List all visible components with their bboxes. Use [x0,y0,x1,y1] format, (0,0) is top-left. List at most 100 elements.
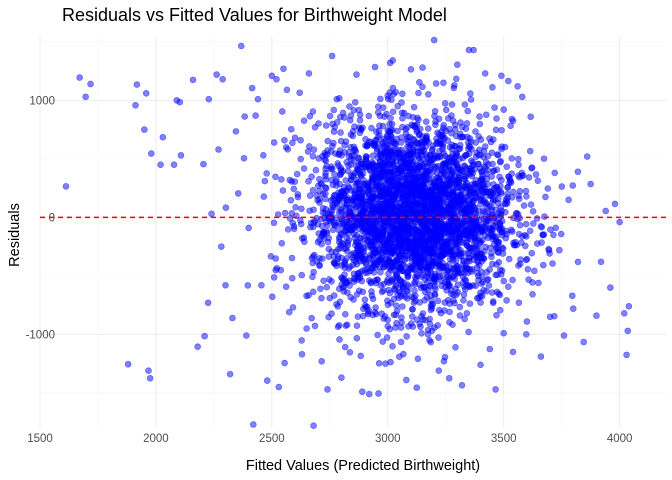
data-point [318,222,326,230]
data-point [550,231,557,239]
data-point [346,116,354,124]
data-point [310,146,318,153]
data-point [316,261,323,269]
data-point [456,130,464,138]
data-point [272,173,279,181]
data-point [278,176,285,183]
data-point [283,86,291,94]
data-point [528,164,536,171]
data-point [334,303,342,310]
data-point [296,89,303,97]
data-point [335,322,343,329]
data-point [416,174,423,181]
data-point [219,76,226,83]
data-point [303,325,310,332]
data-point [369,160,377,167]
data-point [274,211,282,218]
data-point [345,162,352,169]
data-point [487,192,494,200]
data-point [503,297,510,304]
x-tick-label: 4000 [607,433,633,445]
data-point [529,208,537,215]
data-point [416,320,424,328]
data-point [145,367,152,374]
data-point [279,187,287,194]
data-point [290,185,298,193]
data-point [343,193,351,201]
data-point [355,155,362,162]
data-point [401,192,409,200]
data-point [498,72,505,80]
data-point [492,126,500,134]
data-point [457,166,465,174]
data-point [385,190,393,197]
data-point [492,386,499,393]
data-point [486,244,494,252]
data-point [372,248,379,256]
data-point [430,36,438,44]
data-point [329,226,337,234]
data-point [501,199,509,207]
data-point [377,147,385,155]
data-point [311,322,319,330]
data-point [322,172,329,180]
data-point [411,123,418,131]
data-point [460,291,468,298]
data-point [491,104,498,111]
data-point [361,190,369,198]
data-point [327,165,335,173]
data-point [504,190,511,198]
data-point [509,348,517,356]
data-point [404,133,412,141]
data-point [399,114,406,122]
data-point [597,258,605,266]
data-point [479,197,487,205]
data-point [368,292,376,299]
data-point [446,143,454,151]
data-point [375,390,382,397]
data-point [408,313,416,320]
data-point [444,280,452,287]
data-point [353,179,361,187]
data-point [445,236,453,244]
data-point [431,272,439,280]
data-point [419,83,426,91]
data-point [413,270,420,278]
data-point [416,78,423,86]
data-point [446,125,453,133]
data-point [492,245,500,253]
data-point [352,258,360,265]
data-point [390,311,398,319]
data-point [378,184,385,191]
data-point [300,165,308,172]
data-point [401,256,409,263]
data-point [404,281,411,289]
data-point [391,257,399,265]
data-point [424,125,432,132]
data-point [515,161,522,169]
data-point [435,334,442,341]
data-point [475,133,482,140]
data-point [436,220,444,228]
data-point [76,74,83,81]
data-point [481,70,489,77]
data-point [413,161,420,169]
data-point [248,84,256,92]
data-point [297,217,304,224]
data-point [326,294,334,302]
data-point [532,171,540,178]
x-axis-title: Fitted Values (Predicted Birthweight) [246,458,480,474]
data-point [448,252,456,259]
data-point [425,261,432,268]
data-point [384,171,392,178]
data-point [357,234,364,242]
data-point [375,257,383,265]
data-point [370,142,378,149]
data-point [537,353,545,360]
data-point [493,115,500,122]
data-point [434,297,442,305]
data-point [289,304,297,311]
data-point [607,284,614,291]
data-point [448,290,455,298]
data-point [498,126,505,134]
